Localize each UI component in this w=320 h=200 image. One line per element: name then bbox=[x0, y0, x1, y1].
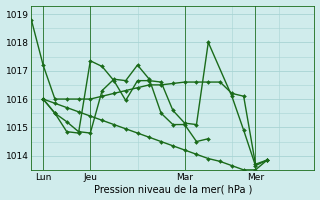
X-axis label: Pression niveau de la mer( hPa ): Pression niveau de la mer( hPa ) bbox=[94, 184, 252, 194]
